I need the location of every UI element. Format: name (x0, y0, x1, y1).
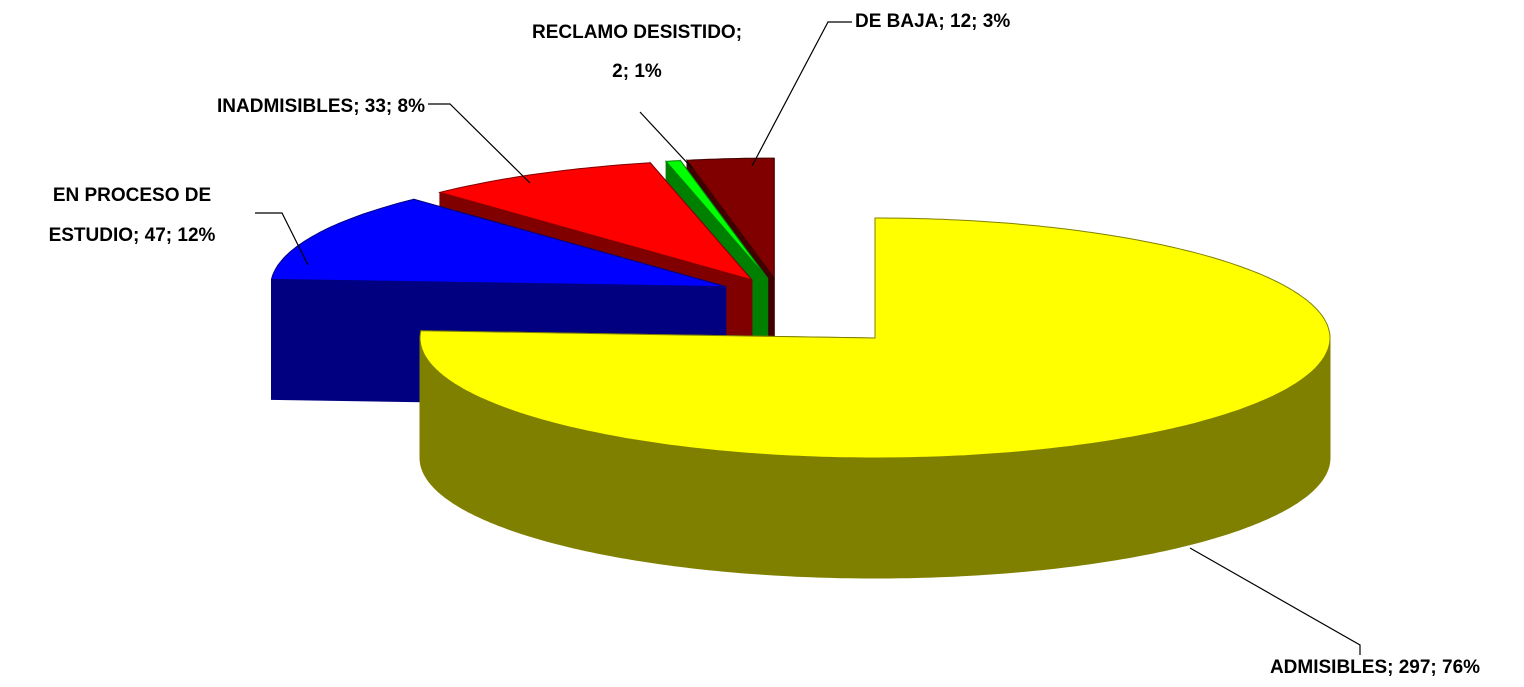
leader-line (1189, 547, 1361, 655)
labels: ADMISIBLES; 297; 76% EN PROCESO DE ESTUDIO… (49, 11, 1481, 678)
data-label: RECLAMO DESISTIDO; (532, 22, 742, 43)
slice (437, 162, 754, 281)
data-label: 2; 1% (612, 61, 662, 82)
leader-line (751, 21, 852, 167)
slice (686, 157, 775, 280)
slice (665, 160, 769, 279)
pie (270, 157, 1331, 579)
data-label: EN PROCESO DE (53, 185, 211, 206)
slice (270, 198, 726, 288)
data-label: DE BAJA; 12; 3% (855, 11, 1010, 32)
data-label: INADMISIBLES; 33; 8% (217, 96, 425, 117)
leader-line (639, 111, 693, 169)
data-label: ADMISIBLES; 297; 76% (1270, 657, 1480, 678)
slice (419, 217, 1331, 459)
data-label: ESTUDIO; 47; 12% (49, 225, 216, 246)
leader-line (255, 212, 309, 266)
leader-line (428, 103, 531, 184)
